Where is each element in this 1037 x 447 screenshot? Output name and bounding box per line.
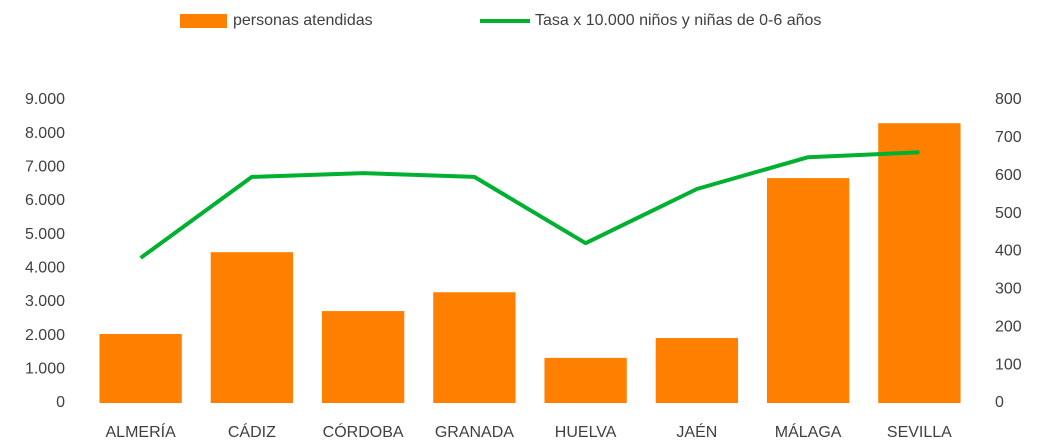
y2-tick-label: 800 — [995, 91, 1022, 108]
x-tick-label: CÁDIZ — [228, 422, 276, 441]
x-tick-label: MÁLAGA — [775, 422, 842, 441]
y-tick-label: 3.000 — [25, 293, 65, 310]
y2-tick-label: 300 — [995, 281, 1022, 298]
legend-label: personas atendidas — [233, 12, 373, 29]
y-tick-label: 5.000 — [25, 226, 65, 243]
x-tick-label: CÓRDOBA — [323, 422, 404, 441]
x-tick-label: GRANADA — [435, 424, 514, 441]
y-tick-label: 9.000 — [25, 91, 65, 108]
y-tick-label: 8.000 — [25, 125, 65, 142]
bar — [766, 178, 850, 403]
legend-swatch — [180, 14, 227, 28]
y2-tick-label: 100 — [995, 356, 1022, 373]
bar — [433, 292, 516, 403]
x-tick-label: HUELVA — [555, 424, 617, 441]
y2-tick-label: 0 — [995, 394, 1004, 411]
y2-tick-label: 200 — [995, 318, 1022, 335]
y-tick-label: 2.000 — [25, 327, 65, 344]
legend-label: Tasa x 10.000 niños y niñas de 0-6 años — [535, 12, 821, 29]
y-tick-label: 7.000 — [25, 159, 65, 176]
y-tick-label: 6.000 — [25, 192, 65, 209]
line — [139, 150, 920, 260]
x-tick-label: SEVILLA — [887, 424, 952, 441]
bar — [655, 338, 739, 403]
bar — [321, 311, 405, 403]
y2-tick-label: 700 — [995, 129, 1022, 146]
y-tick-label: 0 — [56, 394, 65, 411]
bar — [878, 123, 961, 403]
bar — [544, 357, 627, 403]
x-tick-label: JAÉN — [676, 422, 717, 441]
y-tick-label: 1.000 — [25, 361, 65, 378]
y2-tick-label: 500 — [995, 205, 1022, 222]
bar — [210, 252, 294, 403]
x-tick-label: ALMERÍA — [106, 422, 177, 441]
y-tick-label: 4.000 — [25, 260, 65, 277]
bar — [99, 333, 182, 403]
y2-tick-label: 600 — [995, 167, 1022, 184]
y2-tick-label: 400 — [995, 243, 1022, 260]
